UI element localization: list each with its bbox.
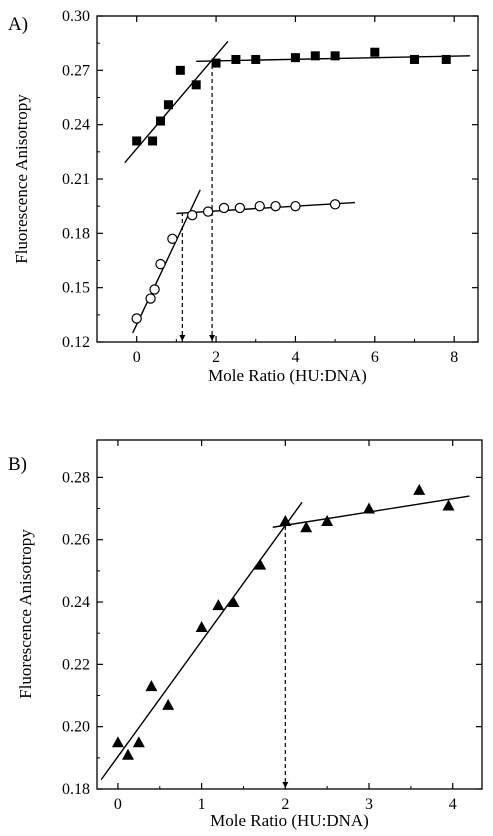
y-tick-label: 0.30 (62, 8, 90, 25)
x-tick-label: 6 (371, 349, 379, 366)
data-point-triangle (195, 620, 208, 632)
data-point-triangle (413, 483, 426, 495)
data-point-square (290, 53, 300, 63)
y-tick-label: 0.26 (62, 532, 90, 549)
data-point-circle (202, 206, 214, 217)
data-point-triangle (132, 736, 145, 748)
data-point-triangle (212, 599, 225, 611)
y-tick-label: 0.24 (62, 117, 90, 134)
data-point-square (132, 136, 142, 146)
x-tick-label: 8 (450, 349, 458, 366)
panel-b-label: B) (8, 454, 27, 475)
data-point-square (441, 54, 451, 64)
panel-b-y-axis-title: Fluorescence Anisotropy (16, 529, 35, 699)
y-tick-label: 0.24 (62, 594, 90, 611)
panel-b-fit-lines (100, 495, 470, 789)
panel-a-y-axis-title: Fluorescence Anisotropy (12, 94, 31, 264)
panel-a-fit-lines (124, 40, 471, 342)
data-point-square (231, 54, 241, 64)
data-point-triangle (145, 680, 158, 692)
y-tick-label: 0.28 (62, 469, 90, 486)
data-point-triangle (111, 736, 124, 748)
y-tick-label: 0.21 (62, 171, 90, 188)
panel-b-ticks: 0 1 2 3 4 0.18 0.20 0.22 0.24 0.26 0.28 (62, 440, 482, 813)
data-point-triangle (121, 748, 134, 760)
panel-a-label: A) (8, 14, 28, 35)
x-tick-label: 1 (198, 796, 206, 813)
data-point-triangle (254, 558, 267, 570)
arrow-head (179, 335, 186, 341)
x-tick-label: 0 (133, 349, 141, 366)
data-point-square (148, 136, 158, 146)
panel-a-data-points (131, 47, 451, 324)
data-point-circle (149, 284, 160, 295)
panel-a: A) 0 2 4 6 8 0.12 0.15 0.18 0.21 0.24 0.27 0.30 Mol… (8, 8, 479, 385)
data-point-square (163, 100, 173, 110)
data-point-circle (290, 200, 301, 212)
data-point-circle (270, 200, 281, 212)
panel-b: B) 0 1 2 3 4 0.18 0.20 0.22 0.24 0.26 0.28 Mole Ra… (8, 439, 483, 830)
panel-a-x-axis-title: Mole Ratio (HU:DNA) (208, 366, 367, 385)
data-point-square (191, 80, 201, 90)
x-tick-label: 0 (114, 796, 122, 813)
y-tick-label: 0.12 (62, 334, 90, 351)
arrow-head (209, 335, 216, 341)
data-point-square (175, 65, 185, 75)
data-point-square (370, 47, 380, 57)
data-point-circle (167, 233, 178, 244)
data-point-triangle (300, 521, 313, 533)
data-point-square (310, 51, 320, 61)
data-point-triangle (442, 499, 455, 511)
data-point-circle (234, 202, 246, 214)
data-point-triangle (227, 596, 240, 608)
y-tick-label: 0.15 (62, 280, 90, 297)
data-point-circle (187, 210, 198, 221)
x-tick-label: 4 (291, 349, 299, 366)
data-point-triangle (321, 515, 334, 527)
arrow-head (282, 782, 289, 788)
data-point-square (156, 116, 165, 126)
panel-a-ticks: 0 2 4 6 8 0.12 0.15 0.18 0.21 0.24 0.27 0.30 (62, 8, 478, 366)
data-point-circle (329, 199, 341, 210)
panel-b-data-points (111, 483, 455, 760)
data-point-square (211, 58, 221, 68)
panel-b-plot-frame (96, 439, 483, 790)
y-tick-label: 0.18 (62, 781, 90, 798)
x-tick-label: 4 (449, 796, 457, 813)
x-tick-label: 2 (212, 349, 220, 366)
panel-b-x-axis-title: Mole Ratio (HU:DNA) (210, 811, 369, 830)
data-point-circle (155, 258, 166, 270)
fit-line (100, 501, 303, 781)
data-point-circle (131, 313, 142, 324)
data-point-square (330, 51, 340, 61)
y-tick-label: 0.18 (62, 225, 90, 242)
y-tick-label: 0.22 (62, 656, 90, 673)
y-tick-label: 0.20 (62, 719, 90, 736)
data-point-triangle (162, 698, 175, 710)
data-point-square (410, 54, 419, 64)
data-point-triangle (279, 515, 292, 527)
data-point-triangle (363, 502, 376, 514)
x-tick-label: 2 (281, 796, 289, 813)
data-point-circle (145, 293, 156, 304)
data-point-circle (218, 202, 230, 214)
data-point-circle (254, 200, 265, 212)
data-point-square (251, 54, 261, 64)
x-tick-label: 3 (365, 796, 373, 813)
y-tick-label: 0.27 (62, 62, 90, 79)
